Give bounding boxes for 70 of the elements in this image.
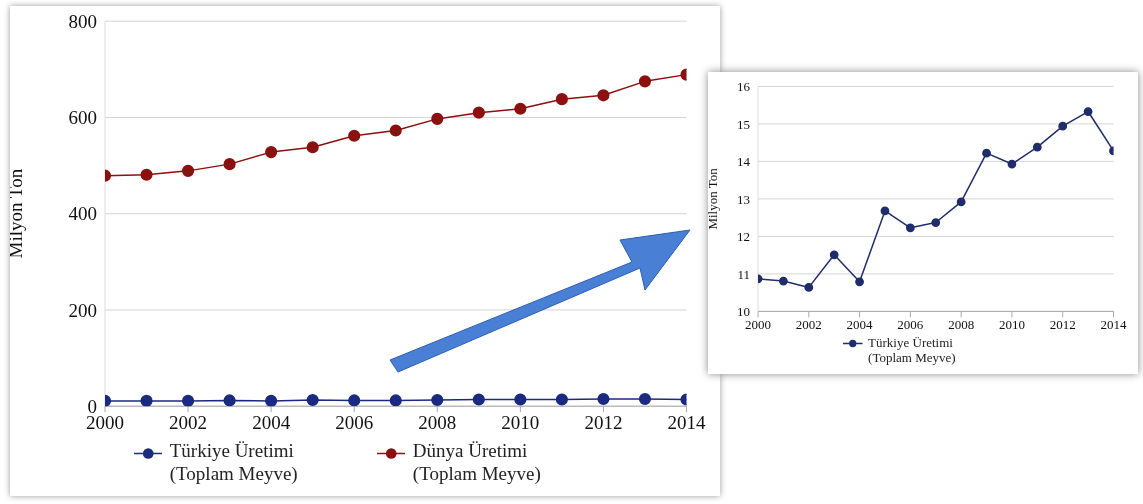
x-tick-label: 2010 (998, 317, 1025, 333)
x-tick-label: 2012 (584, 412, 623, 434)
point (597, 89, 610, 102)
y-axis-title: Milyon Ton (5, 168, 27, 259)
point (804, 283, 814, 292)
y-tick-label: 11 (737, 266, 750, 282)
x-tick-label: 2002 (169, 412, 208, 434)
point (855, 277, 864, 287)
point (223, 394, 236, 407)
point (880, 206, 890, 216)
point (472, 393, 485, 406)
point (389, 124, 402, 137)
point (779, 276, 788, 286)
point (348, 394, 361, 407)
point (140, 168, 153, 181)
point (597, 392, 610, 406)
point (182, 164, 195, 177)
point (555, 93, 568, 106)
y-axis-title: Milyon Ton (704, 167, 720, 230)
point (223, 158, 236, 171)
point (905, 223, 915, 233)
point (514, 393, 527, 406)
y-tick-label: 400 (68, 203, 97, 225)
x-tick-label: 2008 (948, 317, 975, 333)
point (829, 250, 839, 260)
point (140, 394, 153, 407)
y-tick-label: 200 (68, 299, 97, 321)
x-tick-label: 2004 (252, 412, 291, 434)
y-tick-label: 10 (737, 304, 750, 320)
point (982, 148, 991, 158)
x-tick-label: 2008 (418, 412, 457, 434)
legend-label: Türkiye Üretimi (Toplam Meyve) (169, 440, 299, 486)
y-tick-label: 13 (737, 191, 750, 207)
x-tick-label: 2004 (846, 317, 874, 333)
x-tick-label: 2014 (1100, 317, 1127, 333)
x-tick-label: 2010 (501, 412, 540, 434)
point (306, 141, 319, 154)
y-tick-label: 16 (737, 79, 751, 95)
x-tick-label: 2006 (897, 317, 924, 333)
point (638, 392, 652, 406)
point (265, 394, 278, 407)
legend-label: Dünya Üretimi (Toplam Meyve) (412, 440, 542, 486)
point (1083, 107, 1093, 116)
point (265, 146, 278, 159)
point (348, 129, 361, 142)
point (1058, 121, 1068, 131)
point (431, 112, 444, 125)
x-tick-label: 2002 (795, 317, 822, 333)
point (472, 106, 485, 119)
legend-label: Türkiye Üretimi (Toplam Meyve) (868, 334, 957, 366)
point (555, 393, 568, 406)
point (1007, 159, 1017, 169)
point (514, 102, 527, 115)
point (1032, 142, 1042, 152)
point (431, 393, 444, 407)
x-tick-label: 2000 (745, 317, 771, 333)
point (306, 393, 319, 407)
point (931, 218, 941, 227)
y-tick-label: 12 (737, 229, 750, 245)
x-tick-label: 2006 (335, 412, 374, 434)
y-tick-label: 15 (737, 116, 750, 132)
point (956, 197, 966, 207)
x-tick-label: 2014 (667, 412, 706, 434)
y-tick-label: 800 (68, 10, 97, 32)
x-tick-label: 2012 (1049, 317, 1076, 333)
point (389, 394, 402, 407)
y-tick-label: 14 (737, 154, 751, 170)
point (638, 75, 652, 88)
point (182, 394, 195, 407)
y-tick-label: 600 (68, 107, 97, 129)
